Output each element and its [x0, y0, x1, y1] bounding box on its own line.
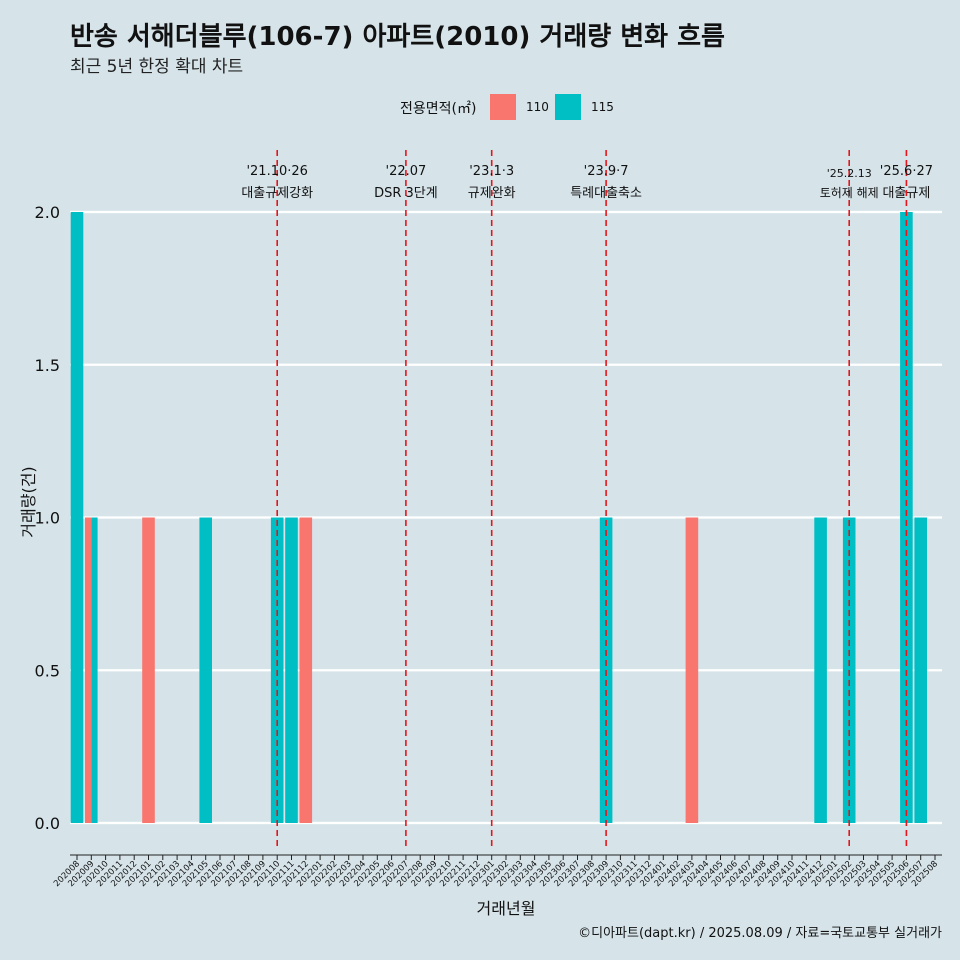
y-tick-label: 1.0	[35, 509, 60, 528]
legend: 전용면적(㎡) 110 115	[0, 94, 960, 122]
legend-label-115: 115	[591, 100, 614, 114]
bar-115-202111	[285, 517, 298, 823]
x-axis-title: 거래년월	[477, 899, 536, 918]
event-name-label: 토허제 해제	[820, 186, 879, 200]
legend-key-115	[555, 94, 581, 120]
event-name-label: 규제완화	[468, 186, 516, 201]
event-name-label: 특례대출축소	[570, 186, 642, 201]
event-date-label: '23.1·3	[469, 164, 514, 179]
bar-110-202101	[142, 517, 155, 823]
bar-115-202009	[91, 517, 98, 823]
chart-title: 반송 서해더블루(106-7) 아파트(2010) 거래량 변화 흐름	[70, 22, 725, 52]
event-name-label: DSR 3단계	[374, 186, 438, 201]
bar-115-202412	[814, 517, 827, 823]
event-date-label: '25.6·27	[880, 164, 933, 179]
y-axis-title: 거래량(건)	[19, 466, 38, 537]
event-name-label: 대출규제강화	[241, 186, 313, 201]
event-date-label: '23.9·7	[584, 164, 629, 179]
y-tick-label: 1.5	[35, 356, 60, 375]
legend-title: 전용면적(㎡)	[400, 101, 477, 117]
bar-115-202506	[900, 212, 913, 823]
source-caption: ©디아파트(dapt.kr) / 2025.08.09 / 자료=국토교통부 실…	[578, 926, 942, 941]
bar-115-202507	[914, 517, 927, 823]
y-tick-label: 2.0	[35, 203, 60, 222]
event-date-label: '25.2.13	[827, 167, 872, 180]
legend-label-110: 110	[526, 100, 549, 114]
y-tick-label: 0.5	[35, 661, 60, 680]
event-date-label: '22.07	[386, 164, 427, 179]
bar-110-202112	[299, 517, 313, 823]
y-tick-label: 0.0	[35, 814, 60, 833]
bar-115-202008	[70, 212, 84, 823]
event-date-label: '21.10·26	[246, 164, 307, 179]
bar-110-202009	[85, 517, 92, 823]
legend-key-110	[490, 94, 516, 120]
bar-115-202105	[199, 517, 212, 823]
event-name-label: 대출규제	[882, 186, 930, 201]
bar-110-202403	[685, 517, 699, 823]
chart-subtitle: 최근 5년 한정 확대 차트	[70, 57, 244, 77]
